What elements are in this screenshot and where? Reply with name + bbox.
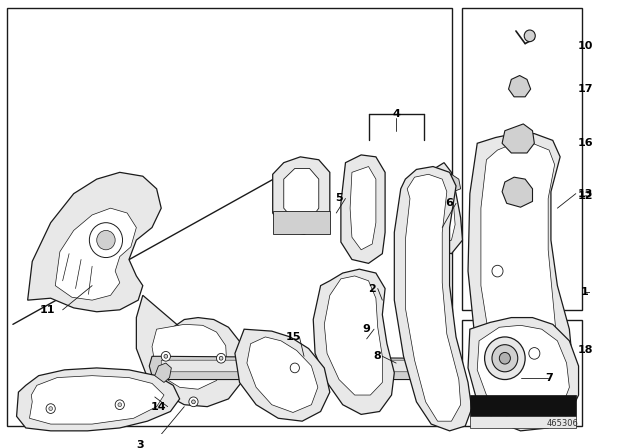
Polygon shape [273,211,330,234]
Circle shape [115,400,124,409]
Text: 12: 12 [577,190,593,201]
Text: 6: 6 [445,198,454,208]
Text: 13: 13 [577,189,593,198]
Bar [463,319,582,426]
Bar [8,8,452,426]
Text: 3: 3 [136,440,144,448]
Polygon shape [433,179,455,244]
Text: 7: 7 [545,373,553,383]
Polygon shape [155,363,172,383]
Bar [463,8,582,310]
Circle shape [484,337,525,379]
Polygon shape [356,314,372,341]
Circle shape [97,230,115,250]
Text: 2: 2 [369,284,376,293]
Circle shape [492,345,518,372]
Text: 4: 4 [392,109,400,119]
Text: 8: 8 [374,351,381,361]
Text: 10: 10 [577,42,593,52]
Circle shape [118,403,122,407]
Text: 17: 17 [577,84,593,94]
Circle shape [46,404,55,414]
Polygon shape [149,356,433,379]
Polygon shape [350,167,376,250]
Polygon shape [468,318,579,431]
Polygon shape [341,155,385,263]
Circle shape [164,354,168,358]
Text: 14: 14 [150,402,166,412]
Polygon shape [477,325,570,424]
Polygon shape [481,143,557,397]
Circle shape [189,397,198,407]
Polygon shape [161,360,422,372]
Polygon shape [29,376,164,424]
Circle shape [529,348,540,359]
Circle shape [524,30,535,42]
Polygon shape [55,208,136,300]
Text: 16: 16 [577,138,593,148]
Polygon shape [470,416,576,428]
Polygon shape [235,329,330,421]
Polygon shape [136,295,247,407]
Circle shape [161,352,170,361]
Polygon shape [313,269,394,414]
Polygon shape [502,177,532,207]
Polygon shape [405,174,461,421]
Text: 1: 1 [581,288,589,297]
Text: 15: 15 [285,332,301,342]
Circle shape [216,353,226,363]
Circle shape [220,356,223,360]
Text: 465306: 465306 [547,419,579,428]
Text: 11: 11 [40,305,56,315]
Polygon shape [273,157,330,234]
Circle shape [191,400,195,404]
Circle shape [492,265,503,277]
Polygon shape [394,167,472,431]
Polygon shape [509,76,531,97]
Text: 18: 18 [577,345,593,356]
Circle shape [499,353,510,364]
Polygon shape [470,395,576,416]
Polygon shape [28,172,161,312]
Polygon shape [448,174,461,192]
Circle shape [49,407,52,410]
Polygon shape [247,337,318,413]
Polygon shape [152,324,227,389]
Text: 5: 5 [335,194,343,203]
Polygon shape [502,124,534,153]
Polygon shape [324,276,382,395]
Circle shape [90,223,122,258]
Polygon shape [17,368,180,431]
Text: 9: 9 [363,324,371,334]
Polygon shape [468,134,573,412]
Polygon shape [284,168,319,221]
Circle shape [290,363,300,373]
Polygon shape [426,163,463,254]
